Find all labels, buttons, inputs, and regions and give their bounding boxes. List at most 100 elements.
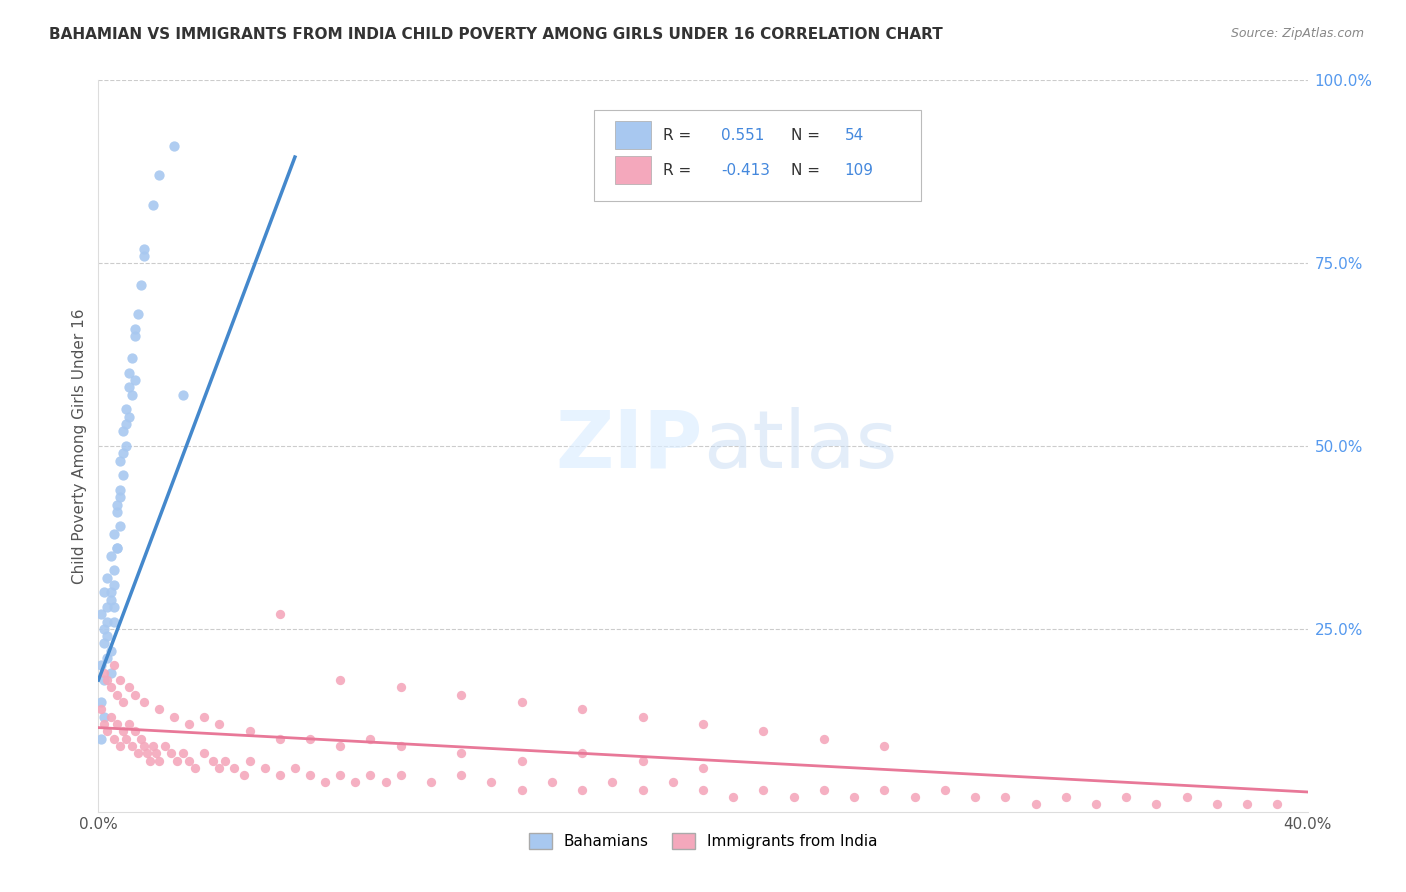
Point [139,754,162,768]
Point [904,790,927,805]
Point [114,402,136,417]
Point [96,615,118,629]
Point [100,709,122,723]
Point [90,658,112,673]
Point [90,731,112,746]
Point [108,483,131,497]
Point [299,768,322,782]
Point [873,739,896,753]
Point [105,717,128,731]
Point [202,754,225,768]
Point [374,775,396,789]
Point [450,746,472,760]
Point [100,592,122,607]
Point [105,541,128,556]
Point [314,775,336,789]
Point [160,746,183,760]
Point [450,768,472,782]
Point [813,782,835,797]
Point [179,754,201,768]
Point [108,739,131,753]
Point [96,651,118,665]
Point [172,746,194,760]
Text: R =: R = [664,162,696,178]
Point [103,599,125,614]
Point [103,731,125,746]
Point [269,768,291,782]
Point [813,731,835,746]
Point [208,761,231,775]
Point [93,636,115,650]
Y-axis label: Child Poverty Among Girls Under 16: Child Poverty Among Girls Under 16 [72,309,87,583]
Point [93,709,115,723]
Point [118,409,141,424]
Point [124,373,146,387]
Point [129,731,152,746]
Point [93,622,115,636]
Point [114,417,136,431]
Point [692,761,714,775]
Point [103,578,125,592]
Point [93,665,115,680]
Point [114,439,136,453]
Point [121,739,143,753]
Point [118,717,141,731]
Point [1206,797,1229,812]
Point [132,242,155,256]
Point [114,731,136,746]
Text: BAHAMIAN VS IMMIGRANTS FROM INDIA CHILD POVERTY AMONG GIRLS UNDER 16 CORRELATION: BAHAMIAN VS IMMIGRANTS FROM INDIA CHILD … [49,27,943,42]
Point [135,746,157,760]
Point [148,169,170,183]
Point [127,746,149,760]
Text: 109: 109 [845,162,873,178]
Point [631,709,654,723]
Text: N =: N = [792,162,825,178]
Point [148,702,170,716]
Point [510,754,533,768]
Point [752,782,775,797]
Point [145,746,167,760]
Point [284,761,307,775]
Legend: Bahamians, Immigrants from India: Bahamians, Immigrants from India [523,827,883,855]
Point [121,388,143,402]
Point [1115,790,1137,805]
Point [100,644,122,658]
Point [111,446,134,460]
Point [111,468,134,483]
Point [108,519,131,533]
Point [360,768,382,782]
Point [124,724,146,739]
Point [129,278,152,293]
Point [873,782,896,797]
Point [108,453,131,467]
Point [329,768,352,782]
Point [420,775,443,789]
Point [179,717,201,731]
Point [723,790,745,805]
Point [90,695,112,709]
Point [105,688,128,702]
Point [108,673,131,687]
Point [96,629,118,643]
Point [329,673,352,687]
FancyBboxPatch shape [614,156,651,184]
Text: ZIP: ZIP [555,407,703,485]
Point [253,761,276,775]
Point [299,731,322,746]
Point [124,329,146,343]
Text: 0.551: 0.551 [721,128,765,143]
Point [132,249,155,263]
Point [783,790,806,805]
Point [510,782,533,797]
Point [132,739,155,753]
Point [269,731,291,746]
Text: 54: 54 [845,128,863,143]
Point [124,322,146,336]
Point [232,768,254,782]
Point [127,307,149,321]
Point [142,739,165,753]
Text: -0.413: -0.413 [721,162,770,178]
Point [132,695,155,709]
Point [121,351,143,366]
Point [124,688,146,702]
